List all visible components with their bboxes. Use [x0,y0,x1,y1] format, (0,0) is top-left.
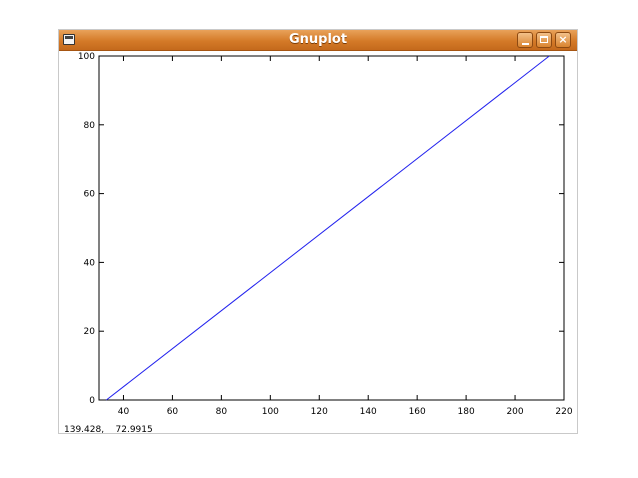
y-tick-label: 40 [84,258,96,268]
x-tick-label: 100 [262,407,279,417]
coordinate-readout: 139.428, 72.9915 [64,425,153,434]
x-tick-label: 180 [458,407,475,417]
x-tick-label: 120 [311,407,328,417]
y-tick-label: 0 [89,396,95,406]
x-tick-label: 160 [409,407,426,417]
window-menu-icon[interactable] [63,34,75,45]
axis-ticks [99,55,565,401]
x-tick-label: 200 [506,407,523,417]
plot-border [98,55,565,401]
close-button[interactable]: × [555,32,571,48]
window-title: Gnuplot [288,32,348,47]
maximize-button[interactable] [536,32,552,48]
series-line [106,55,550,401]
x-tick-label: 60 [167,407,179,417]
minimize-button[interactable] [517,32,533,48]
x-tick-label: 80 [216,407,228,417]
axis-tick-labels: 40 60 80 100 120 140 160 180 200 220 0 20 40 60 80 100 [78,52,573,417]
x-tick-label: 40 [118,407,130,417]
y-tick-label: 80 [84,121,96,131]
close-icon: × [558,33,568,46]
y-tick-label: 20 [84,327,96,337]
gnuplot-window: Gnuplot × [58,29,578,434]
title-bar[interactable]: Gnuplot × [59,30,577,51]
y-tick-label: 60 [84,190,96,200]
x-tick-label: 220 [555,407,572,417]
y-tick-label: 100 [78,52,95,62]
status-bar: 139.428, 72.9915 [58,424,578,434]
series-group [106,55,550,401]
x-tick-label: 140 [360,407,377,417]
